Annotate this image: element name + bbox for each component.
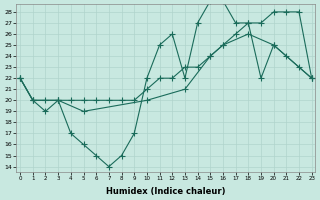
X-axis label: Humidex (Indice chaleur): Humidex (Indice chaleur) bbox=[106, 187, 226, 196]
